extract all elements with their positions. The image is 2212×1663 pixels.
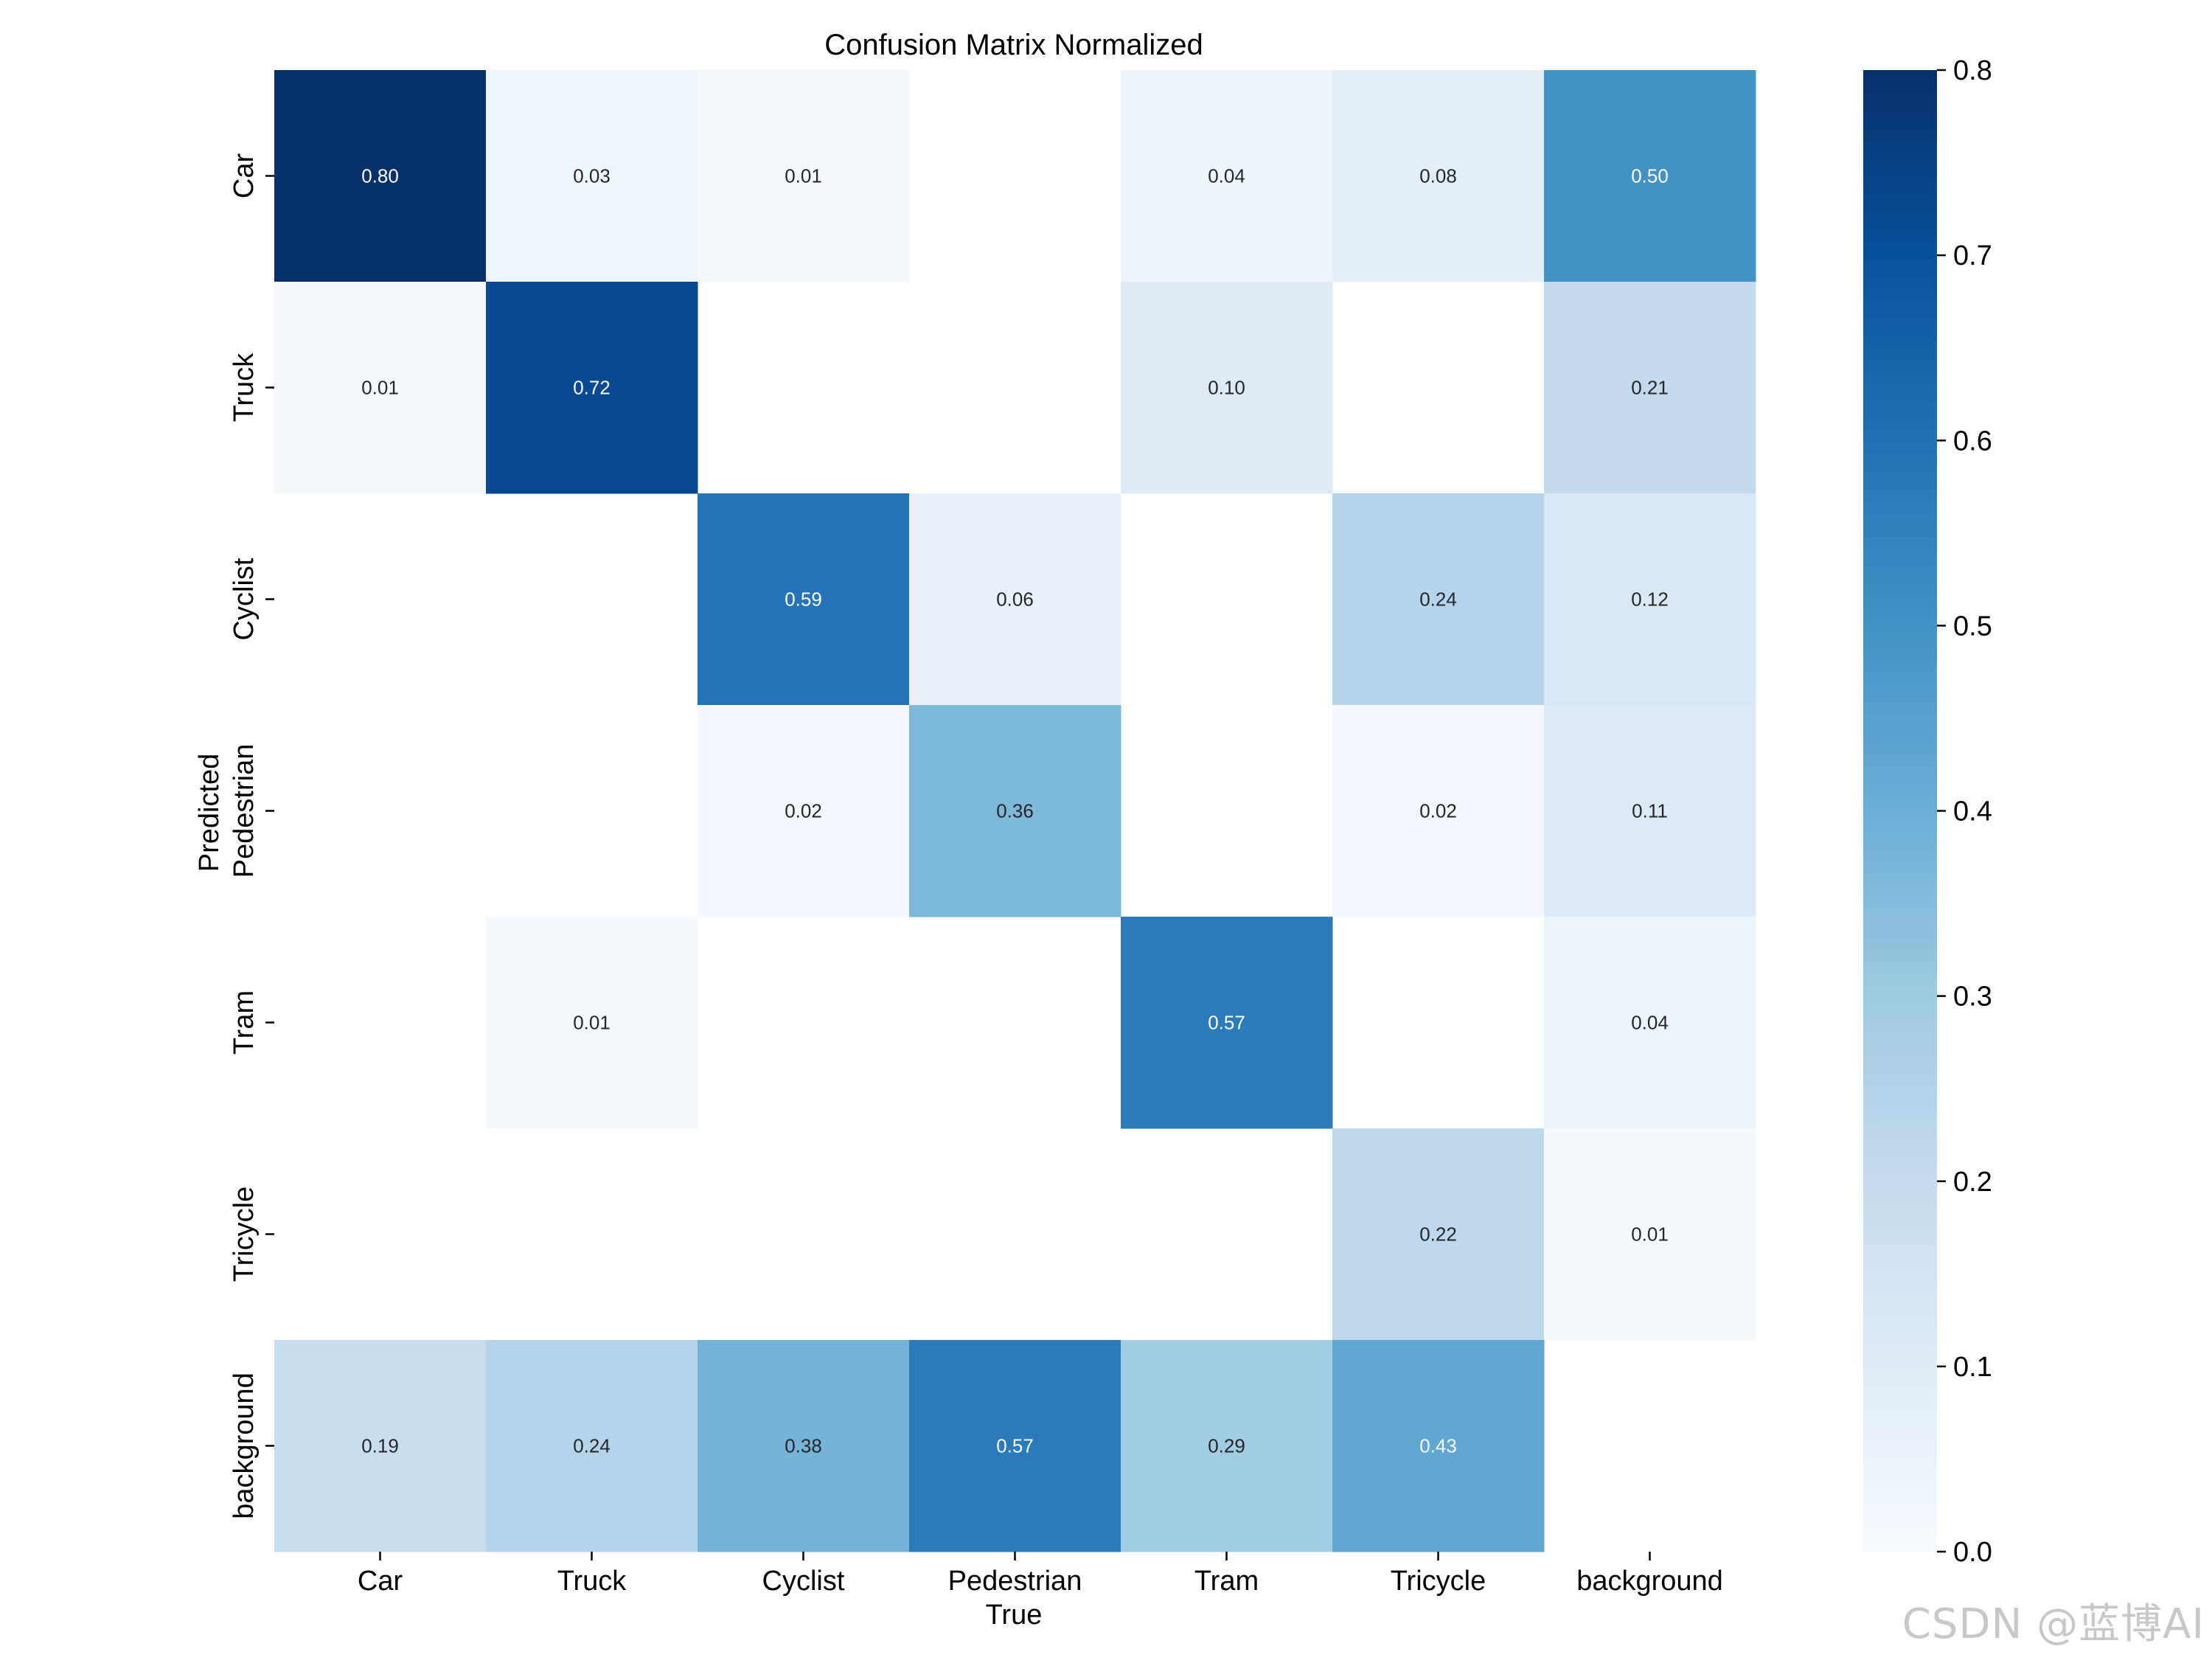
cell-value-label: 0.11 — [1632, 800, 1668, 822]
colorbar-tick-label: 0.3 — [1953, 982, 1992, 1013]
cell-background-Car — [274, 1340, 487, 1552]
cell-value-label: 0.08 — [1419, 165, 1457, 187]
colorbar-tick-label: 0.6 — [1953, 426, 1992, 456]
cell-Car-background — [1544, 70, 1756, 282]
cell-value-label: 0.57 — [996, 1435, 1034, 1457]
cell-Tram-Tram — [1121, 917, 1333, 1129]
y-tick-label: Tricycle — [229, 1187, 260, 1282]
cell-value-label: 0.59 — [785, 589, 822, 611]
watermark: CSDN @蓝博AI — [1902, 1600, 2205, 1648]
cell-value-label: 0.01 — [573, 1012, 611, 1034]
cell-value-label: 0.06 — [996, 589, 1034, 611]
cell-value-label: 0.38 — [785, 1435, 822, 1457]
colorbar-tick-label: 0.4 — [1953, 796, 1992, 827]
heatmap-cells — [274, 70, 1756, 1552]
cell-Car-Truck — [486, 70, 698, 282]
x-tick-label: Tricycle — [1391, 1566, 1486, 1597]
heatmap-cell-labels: 0.80 0.03 0.01 0.04 0.08 0.50 0.01 0.72 0.10 0.21… — [361, 165, 1669, 1457]
cell-Car-Car — [274, 70, 487, 282]
cell-Tram-Truck — [486, 917, 698, 1129]
y-axis-label: Predicted — [194, 754, 225, 872]
chart-title: Confusion Matrix Normalized — [824, 29, 1203, 61]
cell-value-label: 0.50 — [1631, 165, 1669, 187]
cell-Cyclist-background — [1544, 493, 1756, 706]
x-tick-label: Tram — [1194, 1566, 1259, 1597]
colorbar-tick-label: 0.8 — [1953, 55, 1992, 86]
cell-value-label: 0.72 — [573, 377, 611, 399]
colorbar-tick-label: 0.0 — [1953, 1537, 1992, 1568]
cell-Truck-Truck — [486, 282, 698, 494]
cell-Tricycle-Tricycle — [1332, 1128, 1545, 1341]
cell-Truck-Tram — [1121, 282, 1333, 494]
y-tick-label: Car — [229, 153, 260, 199]
x-axis-label: True — [986, 1600, 1043, 1631]
y-axis: Car Truck Cyclist Pedestrian Tram Tricycle bac… — [229, 153, 274, 1519]
cell-Truck-Car — [274, 282, 487, 494]
cell-value-label: 0.01 — [361, 377, 399, 399]
cell-background-Truck — [486, 1340, 698, 1552]
cell-value-label: 0.19 — [361, 1435, 399, 1457]
cell-Car-Tram — [1121, 70, 1333, 282]
colorbar-gradient — [1863, 70, 1937, 1552]
cell-value-label: 0.21 — [1631, 377, 1669, 399]
colorbar-tick-label: 0.5 — [1953, 611, 1992, 642]
cell-value-label: 0.01 — [1631, 1223, 1669, 1246]
y-tick-label: Cyclist — [229, 558, 260, 640]
x-tick-label: background — [1576, 1566, 1723, 1597]
colorbar-tick-label: 0.2 — [1953, 1167, 1992, 1198]
cell-background-Tram — [1121, 1340, 1333, 1552]
cell-Pedestrian-Pedestrian — [909, 705, 1121, 917]
colorbar: 0.0 0.1 0.2 0.3 0.4 0.5 0.6 0.7 0.8 — [1863, 55, 1992, 1568]
cell-value-label: 0.12 — [1631, 589, 1669, 611]
y-tick-label: Truck — [229, 353, 260, 423]
cell-value-label: 0.02 — [785, 800, 822, 822]
cell-value-label: 0.57 — [1208, 1012, 1245, 1034]
cell-Cyclist-Cyclist — [698, 493, 910, 706]
cell-background-Cyclist — [698, 1340, 910, 1552]
x-tick-label: Cyclist — [762, 1566, 845, 1597]
cell-Cyclist-Pedestrian — [909, 493, 1121, 706]
colorbar-tick-label: 0.1 — [1953, 1352, 1992, 1383]
cell-value-label: 0.36 — [996, 800, 1034, 822]
cell-Pedestrian-Cyclist — [698, 705, 910, 917]
cell-value-label: 0.01 — [785, 165, 822, 187]
cell-value-label: 0.10 — [1208, 377, 1245, 399]
cell-Cyclist-Tricycle — [1332, 493, 1545, 706]
cell-value-label: 0.03 — [573, 165, 611, 187]
cell-Truck-background — [1544, 282, 1756, 494]
colorbar-tick-label: 0.7 — [1953, 240, 1992, 271]
y-tick-label: background — [229, 1372, 260, 1519]
cell-value-label: 0.24 — [573, 1435, 611, 1457]
cell-value-label: 0.22 — [1419, 1223, 1457, 1246]
cell-value-label: 0.29 — [1208, 1435, 1245, 1457]
y-tick-label: Tram — [229, 990, 260, 1055]
cell-value-label: 0.80 — [361, 165, 399, 187]
cell-value-label: 0.04 — [1208, 165, 1245, 187]
cell-Car-Tricycle — [1332, 70, 1545, 282]
cell-Pedestrian-Tricycle — [1332, 705, 1545, 917]
cell-Car-Cyclist — [698, 70, 910, 282]
cell-Pedestrian-background — [1544, 705, 1756, 917]
x-axis: Car Truck Cyclist Pedestrian Tram Tricycle bac… — [358, 1552, 1723, 1597]
x-tick-label: Truck — [557, 1566, 627, 1597]
cell-value-label: 0.24 — [1419, 589, 1457, 611]
cell-value-label: 0.43 — [1419, 1435, 1457, 1457]
cell-Tricycle-background — [1544, 1128, 1756, 1341]
cell-background-Tricycle — [1332, 1340, 1545, 1552]
y-tick-label: Pedestrian — [229, 744, 260, 878]
cell-Tram-background — [1544, 917, 1756, 1129]
cell-value-label: 0.02 — [1419, 800, 1457, 822]
x-tick-label: Pedestrian — [948, 1566, 1082, 1597]
cell-value-label: 0.04 — [1631, 1012, 1669, 1034]
cell-background-Pedestrian — [909, 1340, 1121, 1552]
x-tick-label: Car — [358, 1566, 403, 1597]
